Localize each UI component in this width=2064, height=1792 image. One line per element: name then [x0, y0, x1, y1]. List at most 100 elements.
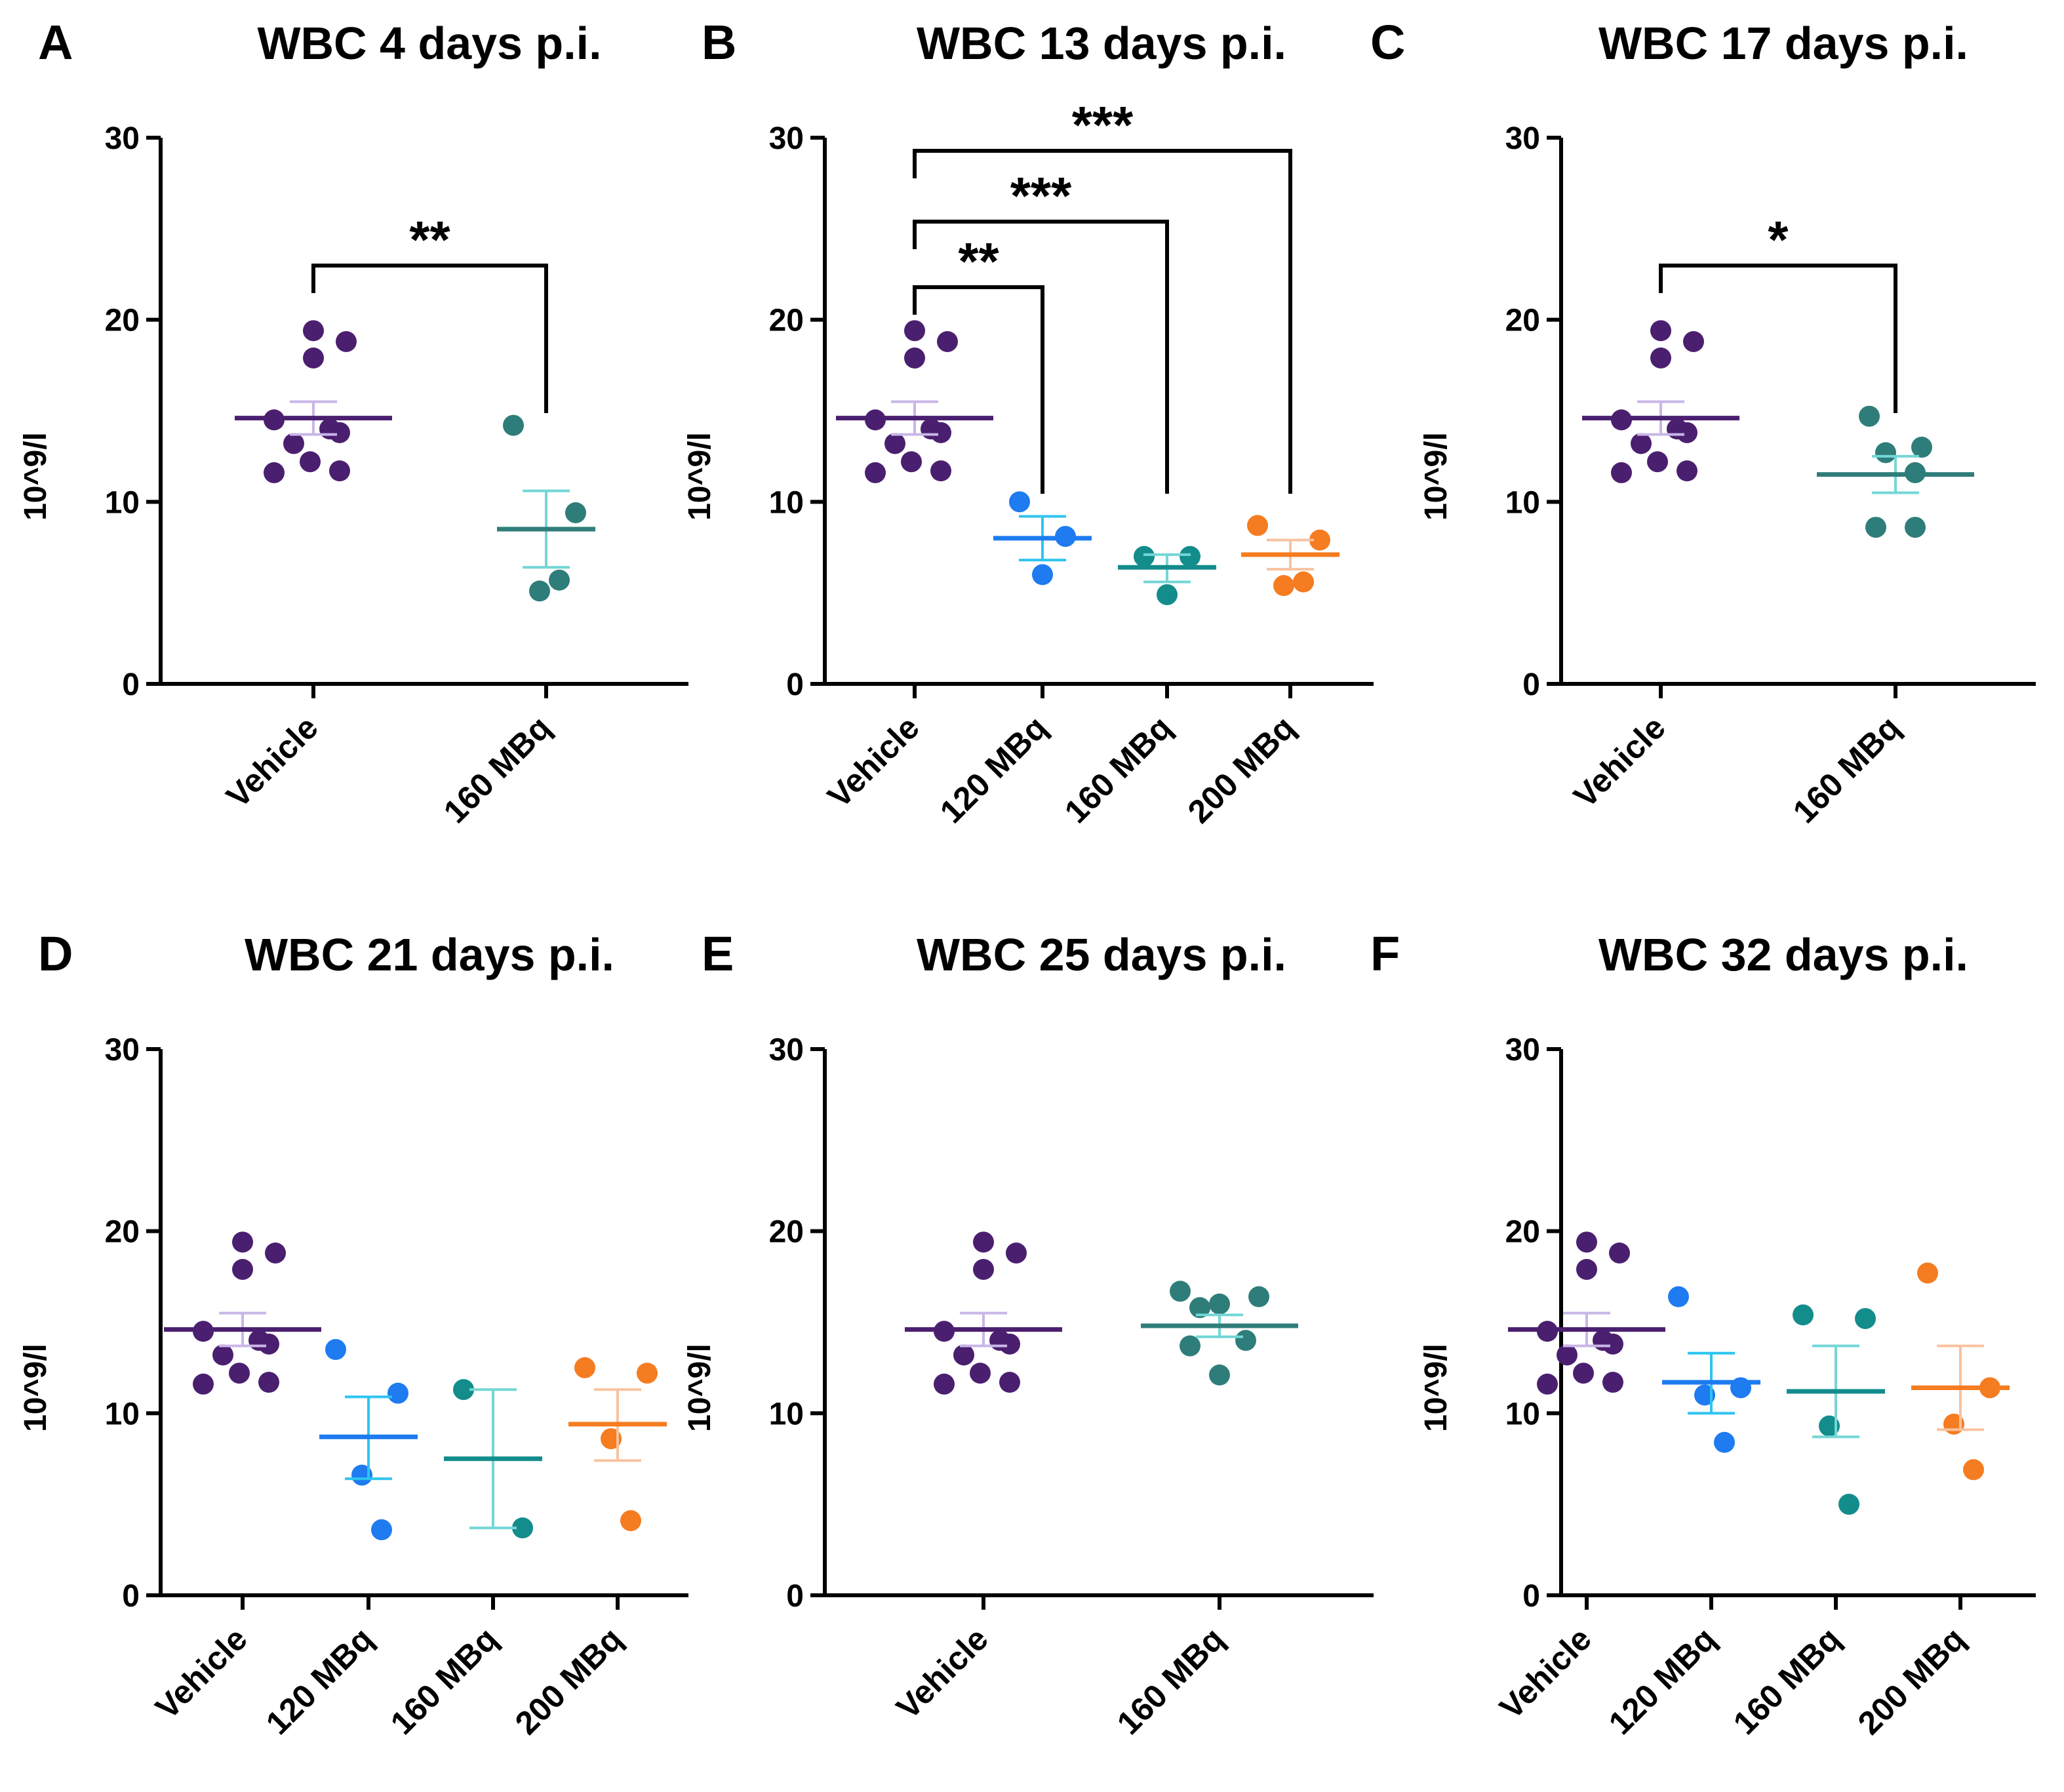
x-category-label: 160 MBq: [1058, 709, 1179, 830]
data-point: [232, 1258, 253, 1280]
data-point: [1209, 1364, 1230, 1386]
x-category-label: Vehicle: [219, 709, 325, 814]
x-category-label: 200 MBq: [1851, 1620, 1972, 1742]
y-axis-label: 10^9/l: [683, 1344, 717, 1432]
chart-panel-a: A WBC 4 days p.i. 0 10 20 30 10^9/l Vehicle 160 …: [18, 15, 688, 830]
data-point: [921, 418, 942, 440]
data-point: [1273, 575, 1294, 597]
x-category-label: 120 MBq: [1602, 1620, 1723, 1742]
chart-panel-e: E WBC 25 days p.i. 0 10 20 30 10^9/l Vehicle 160…: [683, 926, 1374, 1742]
data-point: [193, 1373, 214, 1395]
data-point: [1650, 347, 1671, 368]
data-point: [953, 1344, 974, 1366]
data-point: [904, 347, 925, 368]
data-point: [1677, 460, 1697, 482]
significance-label: ***: [1072, 96, 1134, 154]
data-point: [1855, 1307, 1876, 1329]
data-point: [264, 462, 285, 483]
panel-letter: F: [1370, 926, 1400, 981]
y-tick-label: 0: [122, 667, 140, 702]
chart-title: WBC 21 days p.i.: [245, 929, 614, 980]
data-point: [453, 1379, 474, 1401]
data-point: [1170, 1281, 1191, 1302]
y-tick-label: 20: [769, 304, 804, 338]
panel-letter: B: [702, 15, 736, 70]
data-point: [1593, 1330, 1614, 1351]
y-tick-label: 20: [105, 1215, 140, 1250]
chart-title: WBC 25 days p.i.: [917, 929, 1286, 980]
x-category-label: 120 MBq: [933, 709, 1054, 830]
x-category-label: 200 MBq: [1181, 709, 1302, 830]
y-tick-label: 20: [1505, 1215, 1540, 1250]
significance-bracket: [913, 149, 1292, 494]
data-point: [1609, 1242, 1630, 1264]
data-point: [565, 502, 586, 523]
data-point: [503, 414, 524, 436]
significance-bracket: [913, 285, 1044, 494]
data-point: [973, 1258, 994, 1280]
panel-letter: A: [38, 15, 73, 70]
data-point: [1157, 584, 1178, 605]
data-point: [1248, 1286, 1269, 1307]
y-tick-label: 20: [105, 304, 140, 338]
y-tick-label: 30: [105, 1033, 140, 1067]
x-category-label: 160 MBq: [437, 709, 558, 830]
data-point: [303, 347, 324, 368]
data-point: [1209, 1293, 1230, 1315]
data-point: [1963, 1459, 1984, 1481]
data-point: [1576, 1258, 1597, 1280]
data-point: [1611, 462, 1632, 483]
data-point: [1537, 1373, 1558, 1395]
x-category-label: 160 MBq: [1786, 709, 1907, 830]
data-point: [1917, 1262, 1938, 1284]
data-point: [319, 418, 340, 440]
data-point: [265, 1242, 286, 1264]
data-point: [937, 330, 958, 352]
data-point: [904, 320, 925, 342]
data-point: [1134, 546, 1155, 567]
y-tick-label: 10: [1505, 1397, 1540, 1431]
data-point: [336, 330, 357, 352]
data-point: [1875, 442, 1896, 464]
data-point: [1683, 330, 1704, 352]
data-point: [1309, 529, 1330, 551]
x-category-label: Vehicle: [1566, 709, 1672, 814]
chart-panel-c: C WBC 17 days p.i. 0 10 20 30 10^9/l Vehicle 160…: [1370, 15, 2036, 830]
data-point: [1667, 418, 1688, 440]
data-point: [212, 1344, 233, 1366]
y-tick-label: 10: [105, 1397, 140, 1431]
y-tick-label: 30: [769, 121, 804, 156]
data-point: [865, 462, 886, 483]
significance-label: *: [1768, 210, 1789, 269]
data-point: [1647, 451, 1668, 473]
data-point: [232, 1231, 253, 1253]
data-point: [934, 1373, 955, 1395]
data-point: [1573, 1363, 1594, 1384]
data-point: [300, 451, 321, 473]
y-axis-label: 10^9/l: [1419, 432, 1454, 521]
x-category-label: Vehicle: [148, 1620, 254, 1726]
y-tick-label: 0: [786, 1579, 804, 1614]
data-point: [283, 433, 304, 454]
y-tick-label: 10: [1505, 485, 1540, 520]
x-category-label: Vehicle: [820, 709, 926, 814]
data-point: [387, 1382, 408, 1404]
y-tick-label: 10: [769, 1397, 804, 1431]
x-category-label: 160 MBq: [1110, 1620, 1231, 1742]
data-point: [1838, 1494, 1859, 1515]
x-category-label: 160 MBq: [1726, 1620, 1848, 1742]
data-point: [574, 1357, 595, 1378]
data-point: [1668, 1286, 1689, 1307]
data-point: [325, 1339, 346, 1361]
data-point: [371, 1519, 392, 1541]
y-axis-label: 10^9/l: [18, 432, 53, 521]
y-tick-label: 30: [105, 121, 140, 156]
data-point: [901, 451, 922, 473]
data-point: [1189, 1297, 1210, 1319]
x-category-label: 120 MBq: [259, 1620, 380, 1742]
significance-bracket: [1659, 264, 1897, 413]
panel-letter: C: [1370, 15, 1405, 70]
y-tick-label: 0: [122, 1579, 140, 1614]
data-point: [1032, 564, 1053, 586]
